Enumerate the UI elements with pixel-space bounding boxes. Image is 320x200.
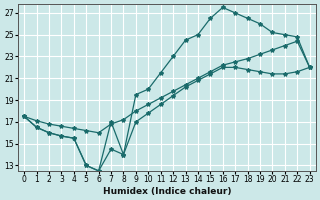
- X-axis label: Humidex (Indice chaleur): Humidex (Indice chaleur): [103, 187, 231, 196]
